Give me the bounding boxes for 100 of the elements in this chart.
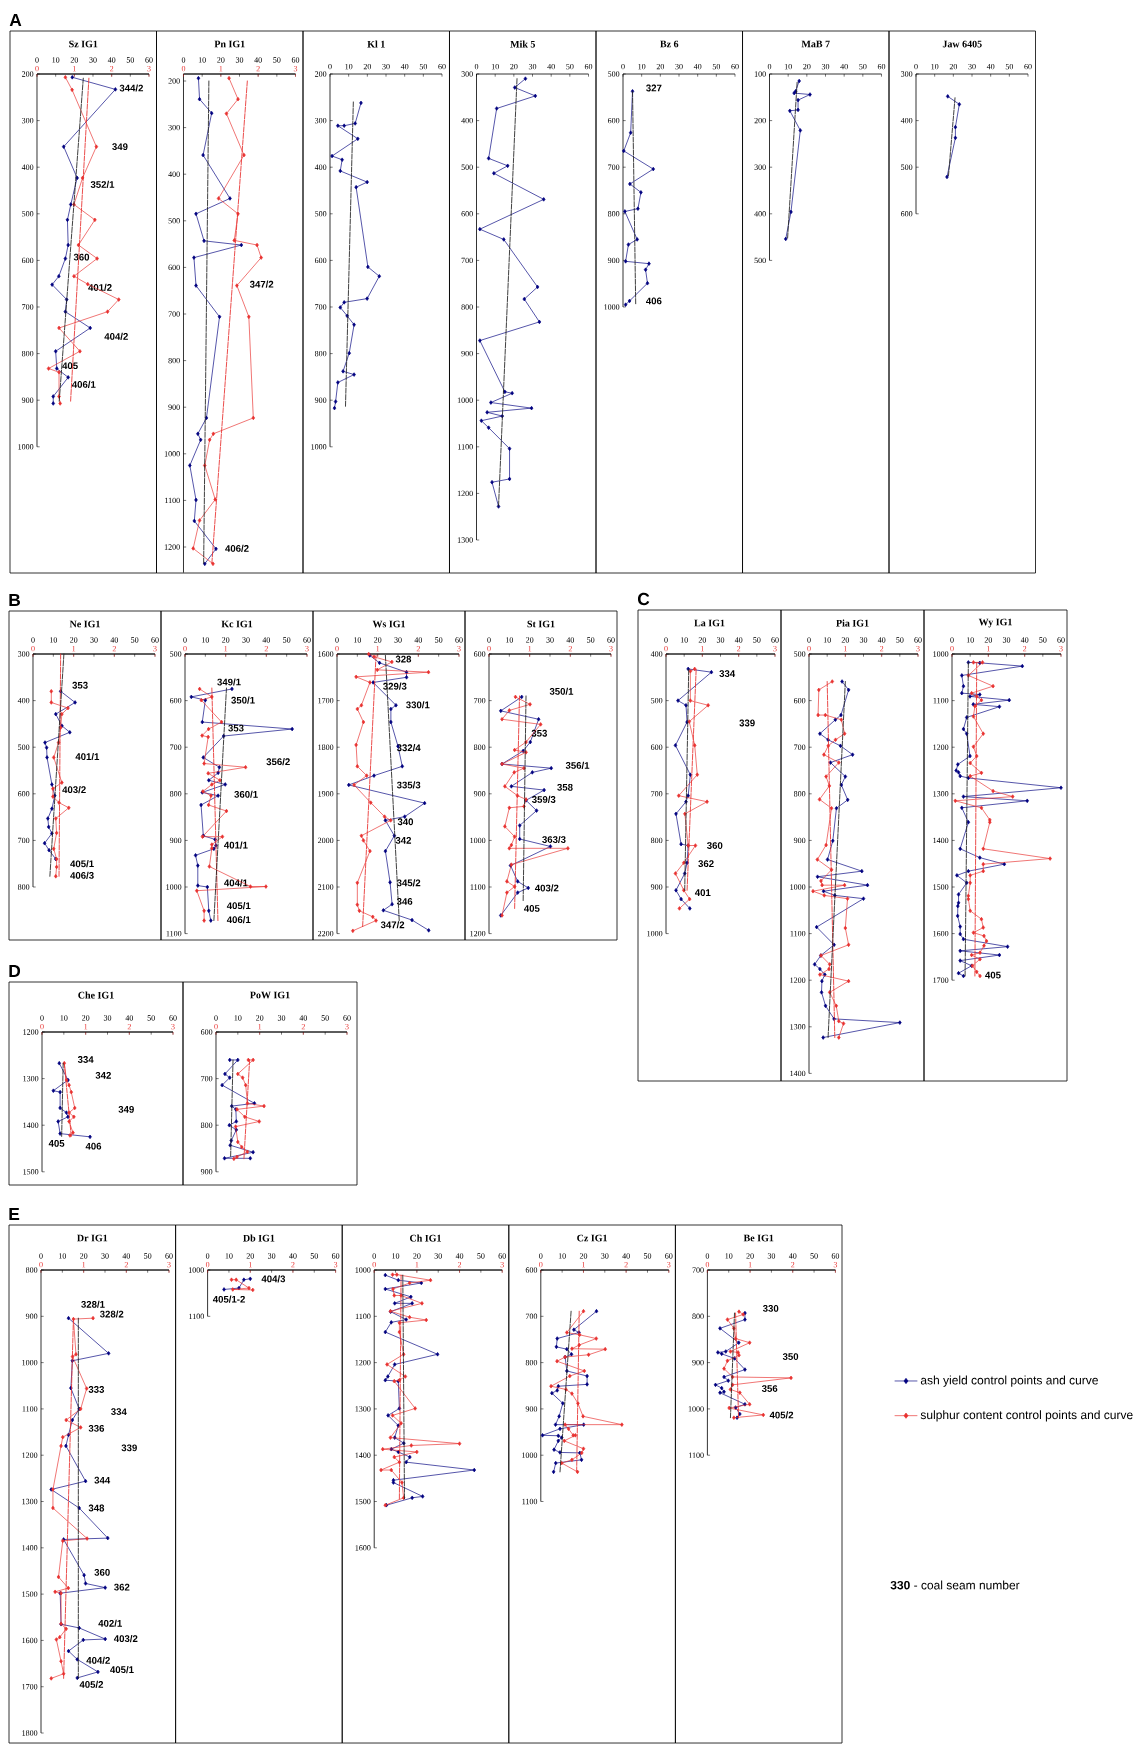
y-tick-label: 1200	[470, 930, 486, 937]
y-tick-label: 500	[18, 744, 30, 750]
y-tick-label: 600	[168, 264, 180, 271]
x-tick-label: 60	[914, 637, 922, 643]
chart-title: Mik 5	[510, 40, 536, 48]
x-tick-label: 40	[110, 637, 119, 643]
annotation: 405/2	[79, 1680, 104, 1688]
x2-tick-label: 1	[987, 646, 990, 652]
y-tick-label: 2000	[317, 837, 334, 844]
annotation: 405	[985, 971, 1001, 979]
x-tick-label: 20	[82, 1015, 90, 1021]
x2-tick-label: 2	[416, 645, 420, 652]
x-tick-label: 50	[477, 1253, 485, 1259]
annotation: 403/2	[62, 786, 86, 794]
y-tick-label: 1500	[22, 1591, 38, 1597]
x-tick-label: 60	[165, 1253, 173, 1259]
y-tick-label: 600	[200, 1029, 213, 1035]
chart-title: Ne IG1	[69, 620, 100, 628]
annotation: 402/1	[98, 1619, 122, 1627]
x-tick-label: 30	[89, 57, 97, 63]
x2-tick-label: 3	[609, 645, 613, 652]
y-tick-label: 1200	[23, 1029, 39, 1035]
x-tick-label: 60	[145, 57, 153, 63]
x-tick-label: 30	[859, 637, 868, 643]
y-tick-label: 300	[901, 71, 913, 77]
y-tick-label: 800	[169, 791, 182, 797]
chart-title: Wy IG1	[978, 618, 1012, 628]
x-tick-label: 0	[214, 1015, 218, 1021]
x-tick-label: 0	[950, 637, 954, 643]
x-tick-label: 50	[859, 63, 867, 70]
x2-tick-label: 3	[333, 1261, 338, 1268]
y-tick-label: 900	[793, 837, 806, 844]
y-tick-label: 700	[201, 1075, 213, 1082]
x2-tick-label: 1	[219, 66, 223, 72]
x2-tick-label: 2	[301, 1023, 305, 1030]
x-tick-label: 0	[914, 63, 918, 70]
x2-tick-label: 2	[124, 1262, 128, 1268]
x-tick-label: 20	[510, 63, 518, 70]
annotation: 347/2	[249, 280, 274, 288]
annotation: 328/2	[99, 1310, 124, 1318]
x-tick-label: 10	[234, 1015, 242, 1021]
y-tick-label: 1000	[166, 884, 182, 890]
annotation: 360	[707, 842, 723, 849]
chart-title: Kl 1	[367, 40, 385, 48]
y-tick-label: 300	[315, 117, 327, 124]
y-tick-label: 900	[21, 397, 34, 403]
x2-tick-label: 0	[705, 1261, 710, 1268]
x-tick-label: 0	[35, 57, 39, 63]
annotation: 334	[111, 1408, 127, 1416]
x-tick-label: 30	[968, 63, 976, 70]
y-tick-label: 200	[754, 117, 766, 124]
y-tick-label: 700	[474, 697, 486, 704]
annotation: 406/2	[225, 544, 249, 552]
y-tick-label: 1000	[18, 444, 34, 450]
annotation: 353	[228, 724, 244, 732]
annotation: 406/3	[70, 871, 94, 879]
x-tick-label: 50	[126, 57, 135, 63]
y-tick-label: 1600	[318, 651, 334, 657]
y-tick-label: 500	[168, 218, 180, 224]
y-tick-label: 1500	[933, 884, 949, 890]
x2-tick-label: 0	[31, 645, 35, 652]
x-tick-label: 60	[343, 1015, 351, 1021]
x-tick-label: 40	[299, 1015, 308, 1021]
x-tick-label: 60	[303, 637, 311, 643]
x-tick-label: 10	[931, 63, 939, 70]
x2-tick-label: 0	[335, 645, 339, 652]
x-tick-label: 20	[256, 1015, 264, 1021]
x-tick-label: 20	[413, 1253, 421, 1259]
x-tick-label: 10	[50, 637, 58, 643]
x-tick-label: 10	[225, 1253, 233, 1259]
y-tick-label: 300	[168, 124, 180, 131]
x-tick-label: 0	[487, 637, 491, 643]
annotation: 333	[88, 1386, 105, 1393]
x-tick-label: 60	[169, 1015, 177, 1021]
annotation: 401/1	[75, 752, 100, 761]
x2-tick-label: 0	[183, 645, 187, 652]
x2-tick-label: 1	[258, 1024, 262, 1030]
annotation: 401	[694, 889, 711, 896]
y-tick-label: 1200	[355, 1359, 371, 1366]
x-tick-label: 20	[363, 63, 372, 70]
x2-tick-label: 1	[844, 646, 847, 652]
x-tick-label: 40	[693, 63, 702, 70]
x-tick-label: 50	[643, 1253, 652, 1259]
y-tick-label: 800	[607, 211, 620, 217]
x2-tick-label: 3	[167, 1261, 171, 1268]
x-tick-label: 40	[1020, 637, 1029, 643]
y-tick-label: 700	[170, 744, 182, 750]
annotation: 401/2	[88, 283, 112, 291]
y-tick-label: 500	[651, 697, 663, 704]
annotation: 363/3	[542, 835, 566, 844]
x-tick-label: 20	[841, 637, 850, 643]
chart-title: PoW IG1	[250, 991, 290, 999]
y-tick-label: 1700	[933, 977, 949, 983]
x-tick-label: 40	[622, 1253, 630, 1259]
annotation: 356/2	[266, 758, 290, 766]
chart-title: Cz IG1	[577, 1234, 607, 1242]
annotation: 328/1	[81, 1300, 105, 1308]
y-tick-label: 800	[461, 304, 473, 310]
x2-tick-label: 3	[667, 1261, 671, 1268]
x-tick-label: 50	[1039, 637, 1047, 643]
